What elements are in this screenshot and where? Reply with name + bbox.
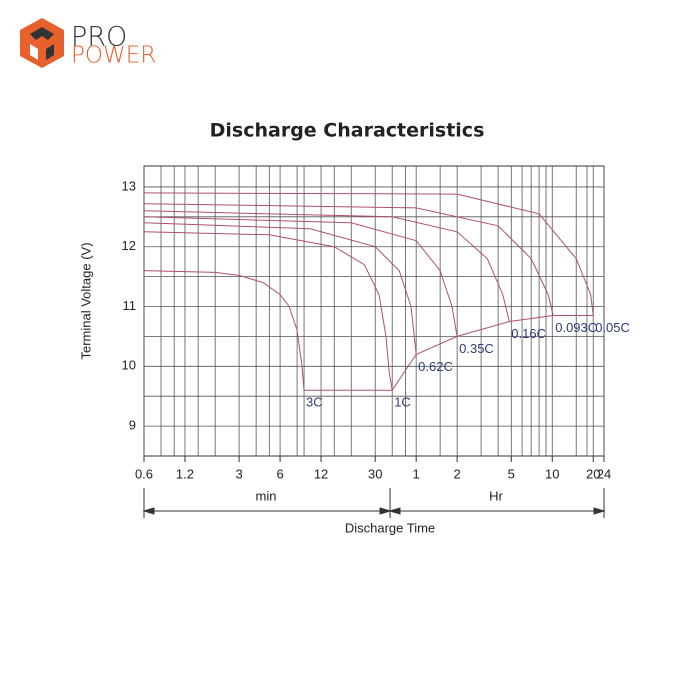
x-tick-label: 0.6 <box>135 466 153 481</box>
x-tick-label: 20 <box>586 466 600 481</box>
logo-icon-part <box>46 44 54 60</box>
arrow <box>379 507 392 515</box>
x-unit-label: Hr <box>489 488 503 503</box>
discharge-curve <box>143 192 594 316</box>
y-tick-label: 10 <box>122 358 136 373</box>
curve-label: 0.16C <box>511 326 546 341</box>
curve-label: 1C <box>394 395 411 410</box>
discharge-curve <box>143 203 554 316</box>
arrow <box>142 507 155 515</box>
plot-frame <box>143 165 605 457</box>
curve-label: 0.05C <box>595 320 630 335</box>
arrow <box>593 507 606 515</box>
arrow <box>388 507 401 515</box>
curve-label: 0.093C <box>555 320 597 335</box>
x-tick-label: 12 <box>314 466 328 481</box>
y-tick-label: 9 <box>129 418 136 433</box>
x-tick-label: 2 <box>454 466 461 481</box>
discharge-curve <box>143 210 510 322</box>
chart-title: Discharge Characteristics <box>210 120 485 142</box>
logo-icon-part <box>30 27 54 40</box>
logo-text: POWER <box>71 43 156 69</box>
x-tick-label: 3 <box>236 466 243 481</box>
curve-label: 3C <box>306 395 323 410</box>
discharge-curve <box>143 216 458 337</box>
x-tick-label: 1.2 <box>176 466 194 481</box>
time-bracket <box>142 488 606 518</box>
x-tick-label: 5 <box>508 466 515 481</box>
x-tick-label: 30 <box>368 466 382 481</box>
logo-icon <box>20 18 64 68</box>
x-tick-label: 6 <box>276 466 283 481</box>
y-tick-label: 11 <box>123 298 137 313</box>
y-tick-label: 12 <box>122 238 136 253</box>
y-tick-label: 13 <box>122 178 136 193</box>
x-axis-label: Discharge Time <box>345 520 435 535</box>
curve-label: 0.62C <box>418 359 453 374</box>
discharge-curve <box>143 222 417 355</box>
logo: PRO POWER <box>20 18 156 69</box>
x-tick-label: 1 <box>413 466 420 481</box>
discharge-curve <box>143 231 393 391</box>
logo-icon-part <box>30 44 38 60</box>
logo-text: PRO <box>71 22 127 53</box>
discharge-curve <box>143 270 305 391</box>
x-tick-label: 24 <box>597 466 611 481</box>
x-tick-label: 10 <box>545 466 559 481</box>
curve-label: 0.35C <box>459 341 494 356</box>
y-axis-label: Terminal Voltage (V) <box>78 242 93 359</box>
x-unit-label: min <box>256 488 277 503</box>
discharge-curve <box>304 315 594 391</box>
